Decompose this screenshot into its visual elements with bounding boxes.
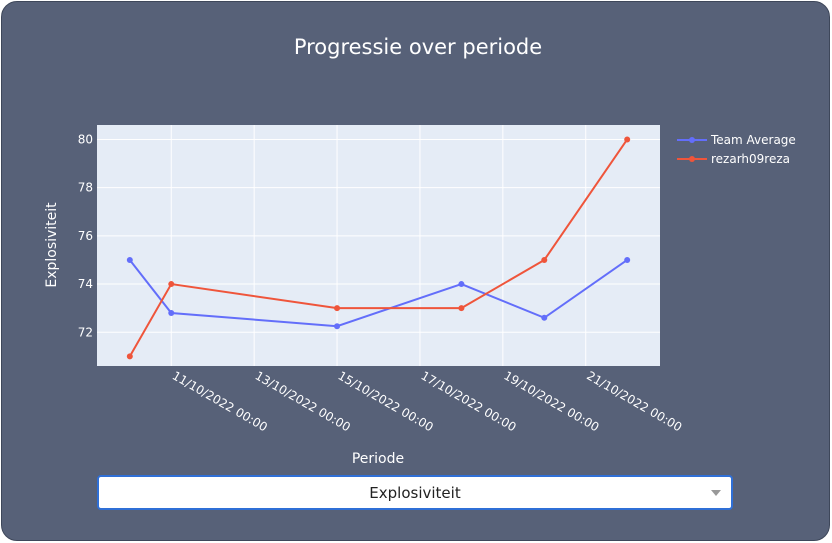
y-tick-label: 78: [78, 181, 93, 195]
data-point[interactable]: [458, 281, 465, 288]
data-point[interactable]: [624, 256, 631, 263]
y-tick-label: 72: [78, 325, 93, 339]
grid-lines: [97, 125, 660, 366]
metric-dropdown[interactable]: Explosiviteit: [97, 475, 733, 510]
data-point[interactable]: [168, 281, 175, 288]
data-point[interactable]: [334, 305, 341, 312]
data-point[interactable]: [541, 256, 548, 263]
data-point[interactable]: [126, 353, 133, 360]
series-line-2: [128, 138, 629, 357]
y-tick-label: 74: [78, 277, 93, 291]
x-axis-label: Periode: [352, 451, 404, 467]
chevron-down-icon: [711, 490, 721, 496]
series-line-1: [129, 259, 628, 328]
chart-title: Progressie over periode: [293, 35, 543, 59]
data-point[interactable]: [334, 323, 341, 330]
y-tick-label: 80: [78, 132, 93, 146]
series-layer: [126, 136, 631, 360]
data-point[interactable]: [624, 136, 631, 143]
data-point[interactable]: [541, 314, 548, 321]
legend: Team Average rezarh09reza: [677, 133, 796, 166]
data-point[interactable]: [168, 309, 175, 316]
y-tick-label: 76: [78, 229, 93, 243]
y-axis-label: Explosiviteit: [44, 202, 60, 288]
data-point[interactable]: [458, 305, 465, 312]
metric-dropdown-value: Explosiviteit: [369, 483, 461, 502]
legend-swatch-marker: [689, 156, 695, 162]
data-point[interactable]: [126, 256, 133, 263]
y-axis-ticks: 72 74 76 78 80: [78, 132, 93, 339]
plot-area: [97, 125, 660, 366]
legend-swatch-marker: [689, 137, 695, 143]
legend-item-label[interactable]: Team Average: [710, 133, 796, 147]
legend-item-label[interactable]: rezarh09reza: [711, 152, 790, 166]
